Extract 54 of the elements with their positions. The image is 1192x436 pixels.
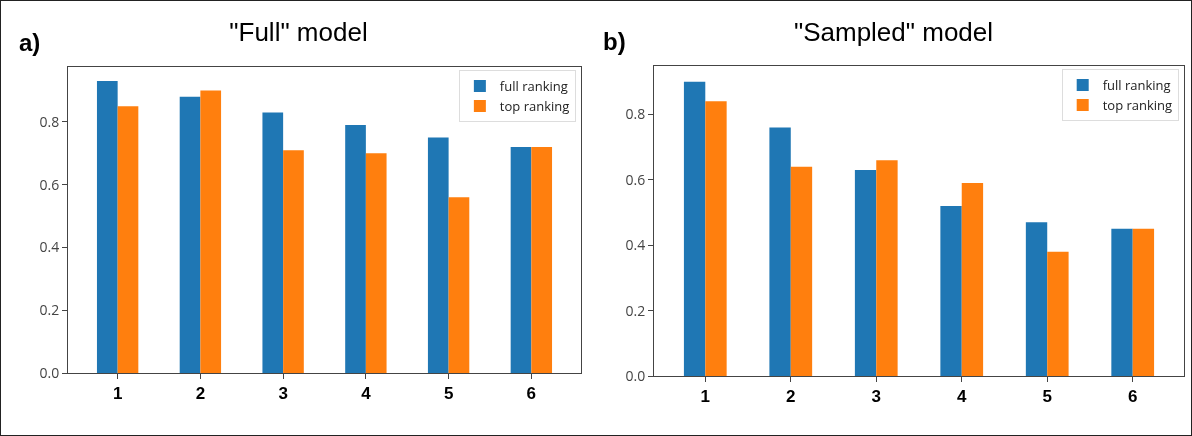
y-tick-label: 0.4 (625, 235, 646, 255)
text: b) (603, 28, 626, 55)
x-tick-label: 5 (443, 384, 454, 404)
bar (365, 153, 387, 373)
bar (940, 205, 962, 376)
bar (345, 125, 366, 373)
y-tick-label: 0.8 (625, 104, 646, 124)
x-tick-label: 4 (957, 387, 968, 407)
bar (510, 147, 532, 373)
y-tick-label: 0.2 (39, 300, 60, 320)
y-tick-label: 0.0 (625, 365, 646, 385)
y-tick-label: 0.6 (625, 169, 646, 189)
bar (961, 183, 984, 376)
bar (1047, 251, 1069, 376)
chart-title: "Full" model (229, 16, 368, 47)
bar (705, 101, 727, 376)
x-tick-label: 2 (195, 384, 206, 404)
x-tick-label: 6 (526, 384, 537, 404)
bar (427, 137, 449, 373)
x-tick-label: 2 (786, 387, 796, 407)
y-tick-label: 0.6 (39, 174, 60, 194)
bar (1132, 228, 1155, 376)
bar (262, 112, 284, 373)
x-tick-label: 6 (1127, 387, 1138, 407)
bar (448, 197, 470, 373)
bar (200, 90, 222, 373)
x-tick-label: 3 (278, 384, 288, 404)
y-tick-label: 0.4 (39, 237, 60, 257)
legend-label: full ranking (499, 77, 568, 96)
legend-label: top ranking (1102, 96, 1173, 115)
x-tick-label: 4 (361, 384, 372, 404)
bar (1111, 228, 1133, 376)
bar (854, 169, 877, 376)
bar (683, 81, 706, 376)
y-tick-label: 0.8 (39, 111, 60, 131)
bar (283, 150, 304, 373)
bar (876, 160, 898, 376)
legend-label: top ranking (499, 96, 570, 115)
text: a) (19, 29, 41, 56)
x-tick-label: 1 (112, 384, 123, 404)
bar (96, 81, 118, 373)
bar (790, 166, 813, 376)
y-tick-label: 0.2 (625, 300, 646, 320)
x-tick-label: 5 (1042, 387, 1052, 407)
y-tick-label: 0.0 (39, 362, 60, 382)
chart-title: "Sampled" model (793, 16, 994, 47)
x-tick-label: 3 (871, 387, 881, 407)
bar (769, 127, 791, 376)
bar (1025, 222, 1048, 376)
bar (117, 106, 139, 373)
x-tick-label: 1 (700, 387, 711, 407)
bar (531, 147, 553, 373)
legend-label: full ranking (1102, 76, 1171, 95)
bar (179, 96, 201, 373)
